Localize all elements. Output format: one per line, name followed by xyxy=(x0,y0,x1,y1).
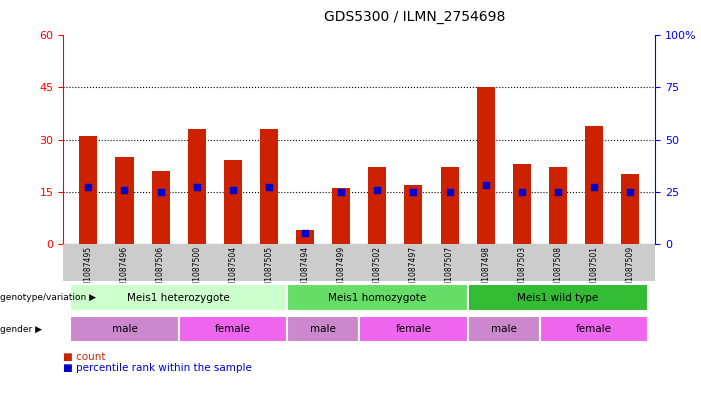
Text: GSM1087502: GSM1087502 xyxy=(373,246,382,297)
Bar xyxy=(188,129,206,244)
Bar xyxy=(287,285,468,311)
Bar xyxy=(79,136,97,244)
Text: GSM1087495: GSM1087495 xyxy=(84,246,93,297)
Text: GSM1087506: GSM1087506 xyxy=(156,246,165,297)
Text: GSM1087507: GSM1087507 xyxy=(445,246,454,297)
Point xyxy=(83,184,94,191)
Point xyxy=(480,182,491,189)
Bar xyxy=(404,185,423,244)
Bar xyxy=(585,126,603,244)
Text: gender ▶: gender ▶ xyxy=(0,325,42,334)
Point xyxy=(264,184,275,191)
Bar xyxy=(621,174,639,244)
Text: genotype/variation ▶: genotype/variation ▶ xyxy=(0,293,96,302)
Bar xyxy=(512,164,531,244)
Text: GSM1087504: GSM1087504 xyxy=(229,246,238,297)
Text: GSM1087509: GSM1087509 xyxy=(626,246,634,297)
Point xyxy=(155,188,166,195)
Text: GSM1087496: GSM1087496 xyxy=(120,246,129,297)
Text: GSM1087498: GSM1087498 xyxy=(481,246,490,297)
Point xyxy=(227,186,238,193)
Point xyxy=(408,188,419,195)
Text: GSM1087505: GSM1087505 xyxy=(264,246,273,297)
Bar xyxy=(540,316,648,342)
Text: Meis1 heterozygote: Meis1 heterozygote xyxy=(128,293,230,303)
Point xyxy=(299,230,311,236)
Point xyxy=(336,188,347,195)
Bar xyxy=(477,87,495,244)
Point xyxy=(588,184,599,191)
Bar xyxy=(468,316,540,342)
Bar xyxy=(116,157,133,244)
Text: female: female xyxy=(576,324,612,334)
Text: Meis1 wild type: Meis1 wild type xyxy=(517,293,599,303)
Bar xyxy=(179,316,287,342)
Bar xyxy=(360,316,468,342)
Text: female: female xyxy=(395,324,431,334)
Text: male: male xyxy=(111,324,137,334)
Bar xyxy=(70,285,287,311)
Text: GSM1087503: GSM1087503 xyxy=(517,246,526,297)
Text: GSM1087497: GSM1087497 xyxy=(409,246,418,297)
Point xyxy=(516,188,527,195)
Bar xyxy=(549,167,567,244)
Text: Meis1 homozygote: Meis1 homozygote xyxy=(328,293,426,303)
Bar xyxy=(368,167,386,244)
Point xyxy=(191,184,203,191)
Point xyxy=(552,188,564,195)
Text: GSM1087508: GSM1087508 xyxy=(553,246,562,297)
Bar xyxy=(332,188,350,244)
Bar xyxy=(260,129,278,244)
Bar xyxy=(440,167,458,244)
Text: male: male xyxy=(311,324,336,334)
Text: GSM1087501: GSM1087501 xyxy=(590,246,599,297)
Text: GSM1087500: GSM1087500 xyxy=(192,246,201,297)
Bar xyxy=(224,160,242,244)
Text: GSM1087494: GSM1087494 xyxy=(301,246,310,297)
Text: male: male xyxy=(491,324,517,334)
Point xyxy=(119,186,130,193)
Bar xyxy=(70,316,179,342)
Text: female: female xyxy=(215,324,251,334)
Bar xyxy=(287,316,360,342)
Point xyxy=(444,188,455,195)
Bar xyxy=(151,171,170,244)
Text: ■ percentile rank within the sample: ■ percentile rank within the sample xyxy=(63,364,252,373)
Bar xyxy=(468,285,648,311)
Point xyxy=(372,186,383,193)
Bar xyxy=(296,230,314,244)
Text: GSM1087499: GSM1087499 xyxy=(336,246,346,297)
Text: GDS5300 / ILMN_2754698: GDS5300 / ILMN_2754698 xyxy=(325,9,505,24)
Point xyxy=(625,188,636,195)
Text: ■ count: ■ count xyxy=(63,352,106,362)
